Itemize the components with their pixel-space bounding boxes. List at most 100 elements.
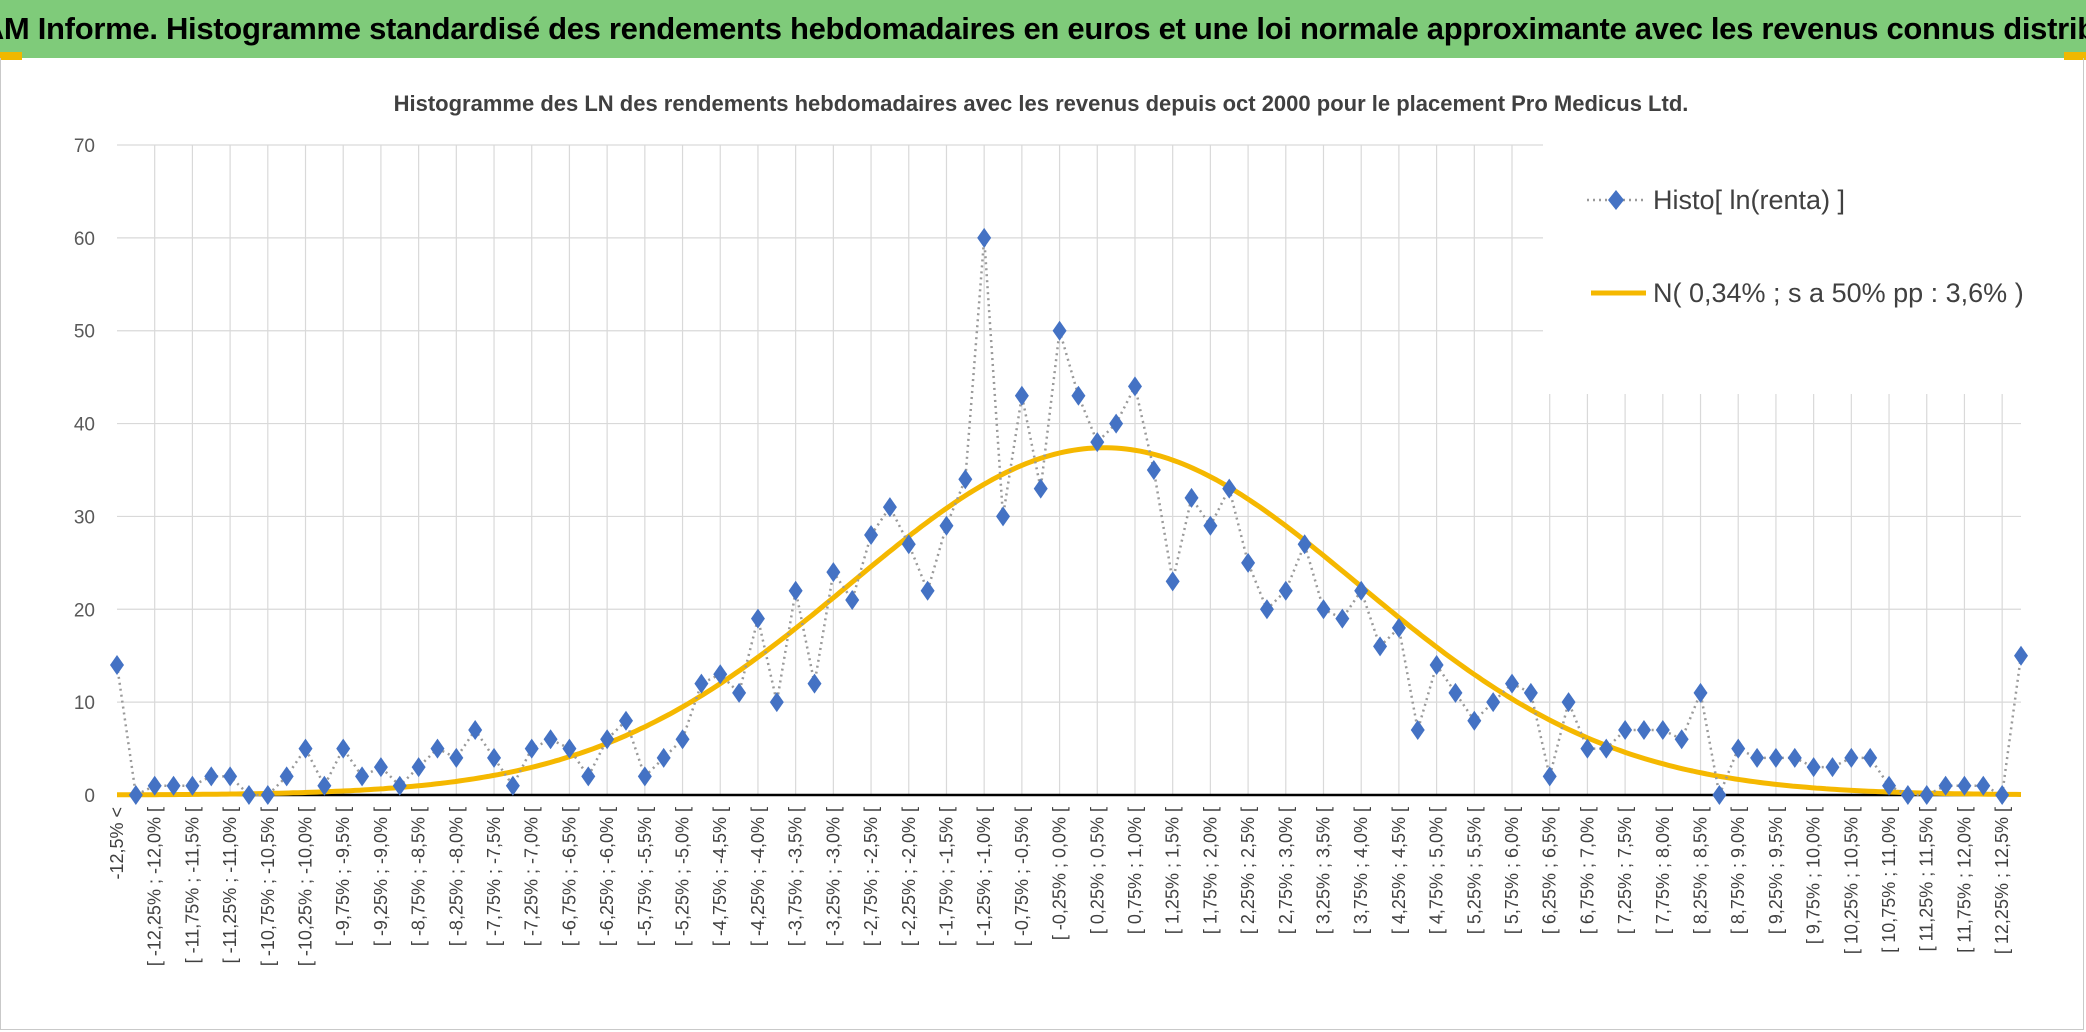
histogram-point	[449, 747, 464, 768]
histogram-point	[1429, 655, 1444, 675]
x-tick-label: [ -10,75% ; -10,5% [	[258, 807, 278, 966]
histogram-point	[1900, 785, 1915, 805]
histogram-point	[1505, 673, 1520, 694]
histogram-point	[769, 692, 784, 713]
x-tick-label: [ 6,75% ; 7,0% [	[1577, 807, 1597, 934]
histogram-point	[1316, 599, 1331, 620]
histogram-point	[241, 785, 256, 805]
chart-frame: Histogramme des LN des rendements hebdom…	[0, 58, 2084, 1030]
banner-corner-left	[0, 52, 22, 60]
legend-normal-label: N( 0,34% ; s a 50% pp : 3,6% )	[1653, 278, 2024, 308]
x-tick-label: [ 5,75% ; 6,0% [	[1502, 807, 1522, 934]
histogram-point	[694, 673, 709, 694]
histogram-point	[355, 766, 370, 787]
histogram-point	[1731, 738, 1746, 759]
histogram-point	[1655, 720, 1670, 740]
histogram-point	[1354, 580, 1369, 601]
histogram-point	[656, 747, 671, 768]
normal-curve-series	[117, 445, 2022, 798]
histogram-point	[1523, 682, 1538, 703]
histogram-point	[618, 710, 633, 731]
histogram-points	[110, 227, 2028, 805]
y-axis-ticks: 0 10 20 30 40 50 60 70	[74, 136, 95, 807]
histogram-point	[1241, 552, 1256, 573]
histogram-point	[1919, 785, 1934, 805]
histogram-point	[1636, 720, 1651, 740]
histogram-point	[1486, 692, 1501, 713]
histogram-point	[1052, 320, 1067, 341]
report-title: ADAM Informe. Histogramme standardisé de…	[0, 11, 2086, 46]
x-tick-label: [ -9,75% ; -9,5% [	[333, 807, 353, 946]
histogram-point	[166, 775, 181, 796]
histogram-point	[524, 738, 539, 759]
legend-diamond-icon	[1608, 190, 1624, 210]
x-tick-label: [ 3,25% ; 3,5% [	[1313, 807, 1333, 934]
chart-title: Histogramme des LN des rendements hebdom…	[394, 91, 1689, 116]
histogram-point	[1806, 757, 1821, 778]
histogram-point	[1146, 460, 1161, 480]
histogram-point	[1825, 757, 1840, 778]
x-tick-label: -12,5% <	[107, 807, 127, 880]
histogram-point	[1373, 636, 1388, 657]
histogram-point	[1750, 747, 1765, 768]
x-tick-label: [ 7,75% ; 8,0% [	[1653, 807, 1673, 934]
histogram-point	[1693, 682, 1708, 703]
histogram-point	[675, 729, 690, 750]
y-tick-label: 70	[74, 136, 95, 157]
histogram-point	[1278, 580, 1293, 601]
x-tick-label: [ 4,75% ; 5,0% [	[1427, 807, 1447, 934]
histogram-point	[864, 525, 879, 545]
x-tick-label: [ 0,25% ; 0,5% [	[1087, 807, 1107, 934]
histogram-point	[430, 738, 445, 759]
y-tick-label: 40	[74, 415, 95, 436]
histogram-point	[223, 766, 238, 787]
x-tick-label: [ -0,25% ; 0,0% [	[1050, 807, 1070, 940]
legend-histo-label: Histo[ ln(renta) ]	[1653, 185, 1845, 215]
histogram-point	[581, 766, 596, 787]
x-tick-label: [ -2,25% ; -2,0% [	[899, 807, 919, 946]
histogram-point	[977, 227, 992, 248]
histogram-point	[1259, 599, 1274, 620]
histogram-point	[1599, 738, 1614, 759]
x-axis-ticks: -12,5% < [ -12,25% ; -12,0% [ [ -11,75% ; …	[107, 807, 2012, 966]
x-tick-label: [ 11,75% ; 12,0% [	[1954, 807, 1974, 953]
histogram-point	[1165, 571, 1180, 592]
x-tick-label: [ 8,25% ; 8,5% [	[1691, 807, 1711, 934]
histogram-point	[411, 757, 426, 778]
histogram-point	[1995, 785, 2010, 805]
histogram-point	[1090, 432, 1105, 453]
histogram-point	[298, 738, 313, 759]
histogram-point	[637, 766, 652, 787]
histogram-point	[392, 775, 407, 796]
histogram-point	[1580, 738, 1595, 759]
histogram-point	[1335, 608, 1350, 629]
x-tick-label: [ -12,25% ; -12,0% [	[145, 807, 165, 966]
histogram-point	[1938, 775, 1953, 796]
x-tick-label: [ -11,25% ; -11,0% [	[220, 807, 240, 963]
histogram-point	[562, 738, 577, 759]
histogram-point	[1222, 478, 1237, 499]
x-tick-label: [ -11,75% ; -11,5% [	[182, 807, 202, 963]
histogram-point	[1467, 710, 1482, 731]
x-tick-label: [ -3,75% ; -3,5% [	[786, 807, 806, 946]
histogram-point	[1033, 478, 1048, 499]
histogram-point	[1957, 775, 1972, 796]
legend-box	[1543, 124, 2031, 394]
x-tick-label: [ -8,75% ; -8,5% [	[409, 807, 429, 946]
x-tick-label: [ 6,25% ; 6,5% [	[1540, 807, 1560, 934]
histogram-point	[110, 655, 124, 675]
x-tick-label: [ 4,25% ; 4,5% [	[1389, 807, 1409, 934]
report-banner: ADAM Informe. Histogramme standardisé de…	[0, 0, 2086, 58]
x-tick-label: [ -1,75% ; -1,5% [	[936, 807, 956, 946]
histogram-point	[1109, 413, 1124, 434]
histogram-point	[1014, 385, 1029, 406]
histogram-point	[845, 590, 860, 610]
legend: Histo[ ln(renta) ] N( 0,34% ; s a 50% pp…	[1543, 124, 2031, 394]
x-tick-label: [ 11,25% ; 11,5% [	[1917, 807, 1937, 951]
histogram-point	[336, 738, 351, 759]
x-tick-label: [ -5,75% ; -5,5% [	[635, 807, 655, 946]
histogram-point	[1127, 376, 1142, 397]
histogram-point	[1448, 682, 1463, 703]
histogram-point	[826, 562, 841, 583]
x-tick-label: [ 7,25% ; 7,5% [	[1615, 807, 1635, 934]
